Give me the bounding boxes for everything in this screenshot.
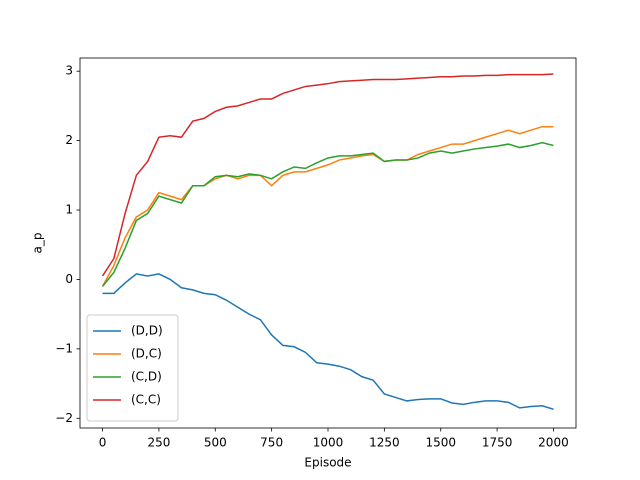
x-tick-label: 250	[147, 436, 170, 450]
series-line	[101, 125, 554, 287]
legend-label: (C,D)	[131, 370, 162, 384]
y-tick-label: 0	[65, 272, 73, 286]
x-tick-label: 0	[99, 436, 107, 450]
legend-box	[86, 314, 179, 422]
x-tick-label: 1750	[482, 436, 513, 450]
y-tick-label: 3	[65, 64, 73, 78]
y-axis-label: a_p	[31, 233, 45, 254]
y-tick-label: 1	[65, 203, 73, 217]
x-tick-label: 500	[204, 436, 227, 450]
x-tick-label: 1250	[369, 436, 400, 450]
series-line	[102, 273, 554, 410]
x-tick-label: 1000	[313, 436, 344, 450]
y-tick-label: 2	[65, 133, 73, 147]
legend-label: (D,D)	[131, 324, 163, 338]
x-tick-label: 750	[260, 436, 283, 450]
plot-frame	[79, 57, 577, 429]
series-line	[101, 73, 554, 277]
y-tick-label: −2	[55, 411, 73, 425]
x-axis-label: Episode	[304, 456, 351, 470]
series-line	[101, 141, 554, 287]
y-tick-label: −1	[55, 341, 73, 355]
legend-label: (C,C)	[131, 393, 161, 407]
legend-label: (D,C)	[131, 347, 162, 361]
x-tick-label: 1500	[425, 436, 456, 450]
x-tick-label: 2000	[538, 436, 569, 450]
